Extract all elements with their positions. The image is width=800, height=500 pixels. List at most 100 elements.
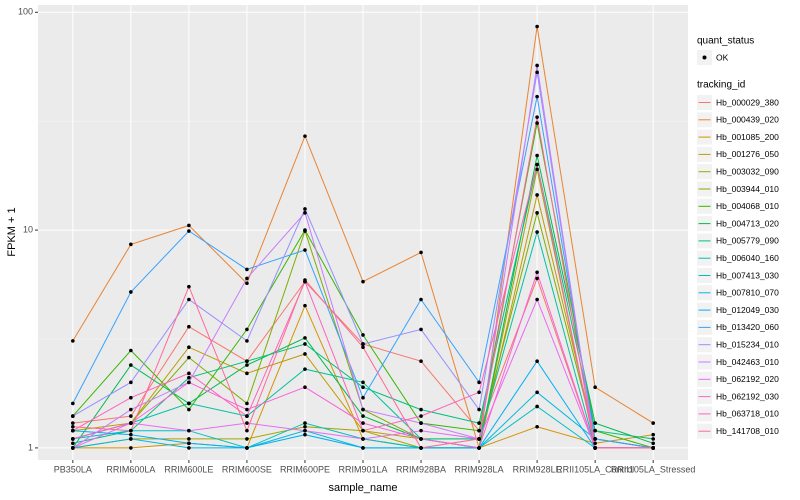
data-point <box>71 424 75 429</box>
legend-label: Hb_004713_020 <box>716 218 779 228</box>
data-point <box>245 281 249 286</box>
data-point <box>303 336 307 340</box>
data-point <box>361 385 365 389</box>
data-point <box>245 407 249 412</box>
data-point <box>535 162 539 167</box>
data-point <box>245 371 249 376</box>
data-point <box>651 441 655 446</box>
legend-label: Hb_007413_030 <box>716 270 779 280</box>
legend-point <box>702 55 707 60</box>
data-point <box>477 407 481 412</box>
data-point <box>187 446 191 450</box>
data-point <box>129 446 133 450</box>
legend-label: OK <box>716 52 729 62</box>
x-tick-label: RRIM600LA <box>106 464 155 474</box>
legend-label: Hb_042463_010 <box>716 357 779 367</box>
legend-title: quant_status <box>697 36 754 47</box>
data-point <box>187 345 191 349</box>
y-tick-label: 10 <box>23 224 33 234</box>
data-point <box>303 248 307 252</box>
data-point <box>303 424 307 429</box>
data-point <box>245 437 249 441</box>
y-tick-label: 100 <box>18 7 33 17</box>
legend-label: Hb_015234_010 <box>716 339 779 349</box>
x-tick-label: PB350LA <box>54 464 92 474</box>
data-point <box>245 414 249 418</box>
data-point <box>129 414 133 418</box>
legend-label: Hb_012049_030 <box>716 305 779 315</box>
data-point <box>419 421 423 425</box>
data-point <box>187 380 191 385</box>
data-point <box>361 428 365 433</box>
legend-label: Hb_001276_050 <box>716 149 779 159</box>
data-point <box>535 424 539 429</box>
x-tick-label: RRIM600SE <box>222 464 272 474</box>
legend-label: Hb_003032_090 <box>716 166 779 176</box>
data-point <box>535 359 539 364</box>
data-point <box>419 428 423 433</box>
data-point <box>361 333 365 337</box>
data-point <box>71 339 75 343</box>
data-point <box>651 446 655 450</box>
x-tick-label: RRIM928LE <box>513 464 562 474</box>
x-tick-label: RRII105LA_Control <box>556 464 634 474</box>
data-point <box>187 355 191 360</box>
data-point <box>361 437 365 441</box>
data-point <box>245 428 249 433</box>
legend-label: Hb_000439_020 <box>716 115 779 125</box>
data-point <box>71 401 75 406</box>
data-point <box>245 267 249 272</box>
data-point <box>303 278 307 282</box>
data-point <box>535 121 539 125</box>
data-point <box>129 428 133 433</box>
data-point <box>245 359 249 364</box>
data-point <box>361 345 365 349</box>
data-point <box>303 134 307 138</box>
y-tick-label: 1 <box>28 442 33 452</box>
data-point <box>535 297 539 302</box>
data-point <box>71 421 75 425</box>
data-point <box>593 385 597 389</box>
data-point <box>129 290 133 294</box>
data-point <box>593 421 597 425</box>
data-point <box>535 211 539 215</box>
legend-label: Hb_062192_020 <box>716 374 779 384</box>
data-point <box>245 446 249 450</box>
data-point <box>361 380 365 385</box>
data-point <box>419 297 423 302</box>
data-point <box>593 437 597 441</box>
data-point <box>245 363 249 367</box>
data-point <box>535 115 539 119</box>
data-point <box>303 211 307 215</box>
data-point <box>129 421 133 425</box>
legend-label: Hb_013420_060 <box>716 322 779 332</box>
data-point <box>535 270 539 275</box>
data-point <box>535 193 539 197</box>
data-point <box>535 276 539 281</box>
data-point <box>593 428 597 433</box>
data-point <box>129 407 133 412</box>
data-point <box>651 437 655 441</box>
data-point <box>187 229 191 233</box>
data-point <box>245 327 249 332</box>
data-point <box>129 242 133 247</box>
data-point <box>593 446 597 450</box>
data-point <box>303 342 307 346</box>
data-point <box>303 421 307 425</box>
data-point <box>187 428 191 433</box>
x-tick-label: RRIM928LA <box>455 464 504 474</box>
data-point <box>535 230 539 234</box>
data-point <box>477 380 481 385</box>
data-point <box>129 380 133 385</box>
x-tick-label: RRIM901LA <box>338 464 387 474</box>
data-point <box>651 432 655 437</box>
data-point <box>71 428 75 433</box>
data-point <box>187 284 191 289</box>
data-point <box>419 446 423 450</box>
data-point <box>71 446 75 450</box>
data-point <box>361 395 365 400</box>
data-point <box>419 250 423 255</box>
data-point <box>535 390 539 395</box>
data-point <box>187 401 191 406</box>
data-point <box>419 327 423 332</box>
